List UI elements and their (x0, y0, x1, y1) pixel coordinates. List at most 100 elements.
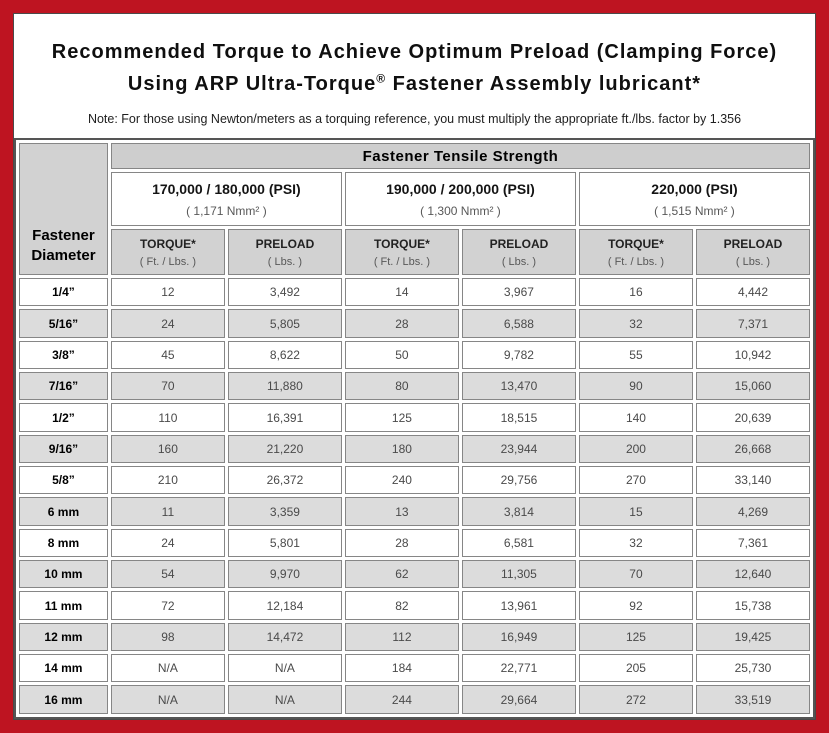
fastener-diameter-cell: 14 mm (19, 654, 108, 683)
fastener-diameter-cell: 8 mm (19, 528, 108, 558)
preload-cell: 3,359 (227, 497, 342, 526)
fastener-diameter-cell: 5/16” (19, 309, 108, 338)
table-row: 6 mm 11 3,359 13 3,814 15 4,269 (19, 497, 810, 526)
preload-cell: 26,668 (695, 434, 810, 464)
registered-trademark-symbol: ® (376, 71, 387, 86)
preload-cell: 23,944 (461, 434, 576, 464)
preload-cell: 4,269 (695, 497, 810, 526)
tensile-strength-header-row: Fastener Diameter Fastener Tensile Stren… (19, 143, 810, 275)
table-row: 1/2” 110 16,391 125 18,515 140 20,639 (19, 403, 810, 432)
psi-value: 190,000 / 200,000 (PSI) (386, 180, 535, 197)
torque-cell: 244 (344, 685, 459, 714)
torque-cell: 80 (344, 372, 459, 401)
fastener-diameter-cell: 7/16” (19, 372, 108, 401)
fastener-diameter-cell: 1/2” (19, 403, 108, 432)
torque-cell: 125 (578, 622, 693, 652)
table-row: 5/16” 24 5,805 28 6,588 32 7,371 (19, 309, 810, 338)
preload-cell: 11,880 (227, 372, 342, 401)
preload-cell: 22,771 (461, 654, 576, 683)
title-line1: Recommended Torque to Achieve Optimum Pr… (51, 41, 778, 63)
preload-cell: 16,949 (461, 622, 576, 652)
preload-column-header: PRELOAD ( Lbs. ) (227, 229, 342, 275)
preload-column-header: PRELOAD ( Lbs. ) (461, 229, 576, 275)
fastener-diameter-cell: 16 mm (19, 685, 108, 714)
fastener-diameter-cell: 5/8” (19, 466, 108, 495)
fastener-diameter-cell: 10 mm (19, 560, 108, 589)
torque-cell: 54 (110, 560, 225, 589)
table-row: 7/16” 70 11,880 80 13,470 90 15,060 (19, 372, 810, 401)
fastener-diameter-cell: 11 mm (19, 591, 108, 620)
torque-cell: 272 (578, 685, 693, 714)
torque-cell: 24 (110, 309, 225, 338)
torque-cell: N/A (110, 654, 225, 683)
torque-cell: 90 (578, 372, 693, 401)
torque-cell: 184 (344, 654, 459, 683)
torque-column-header: TORQUE* ( Ft. / Lbs. ) (110, 229, 225, 275)
torque-cell: 28 (344, 309, 459, 338)
preload-cell: 16,391 (227, 403, 342, 432)
torque-cell: 45 (110, 340, 225, 370)
torque-cell: 32 (578, 309, 693, 338)
preload-cell: 6,581 (461, 528, 576, 558)
fastener-diameter-cell: 3/8” (19, 340, 108, 370)
torque-cell: 205 (578, 654, 693, 683)
torque-cell: 240 (344, 466, 459, 495)
title-line2: Using ARP Ultra-Torque® Fastener Assembl… (127, 71, 702, 95)
psi-group-220: 220,000 (PSI) ( 1,515 Nmm² ) (578, 172, 810, 226)
fastener-diameter-cell: 9/16” (19, 434, 108, 464)
fastener-diameter-header: Fastener Diameter (19, 143, 108, 275)
torque-cell: 92 (578, 591, 693, 620)
preload-cell: 33,140 (695, 466, 810, 495)
table-row: 3/8” 45 8,622 50 9,782 55 10,942 (19, 340, 810, 370)
tensile-strength-header: Fastener Tensile Strength (110, 143, 810, 169)
preload-cell: 13,961 (461, 591, 576, 620)
torque-column-header: TORQUE* ( Ft. / Lbs. ) (344, 229, 459, 275)
preload-cell: 9,970 (227, 560, 342, 589)
preload-cell: 19,425 (695, 622, 810, 652)
torque-cell: 125 (344, 403, 459, 432)
preload-cell: N/A (227, 685, 342, 714)
psi-group-header-row: 170,000 / 180,000 (PSI) ( 1,171 Nmm² ) 1… (19, 172, 810, 226)
nmm-value: ( 1,515 Nmm² ) (654, 203, 735, 218)
preload-cell: 5,805 (227, 309, 342, 338)
table-row: 11 mm 72 12,184 82 13,961 92 15,738 (19, 591, 810, 620)
torque-table: Fastener Diameter Fastener Tensile Stren… (14, 138, 815, 719)
fastener-diameter-cell: 6 mm (19, 497, 108, 526)
preload-cell: 15,060 (695, 372, 810, 401)
page-title: Recommended Torque to Achieve Optimum Pr… (22, 36, 807, 100)
fastener-diameter-cell: 1/4” (19, 278, 108, 307)
preload-cell: 7,361 (695, 528, 810, 558)
fastener-diameter-cell: 12 mm (19, 622, 108, 652)
torque-cell: 15 (578, 497, 693, 526)
preload-cell: 12,640 (695, 560, 810, 589)
preload-cell: 18,515 (461, 403, 576, 432)
torque-cell: 160 (110, 434, 225, 464)
preload-cell: 11,305 (461, 560, 576, 589)
torque-cell: N/A (110, 685, 225, 714)
preload-cell: 3,492 (227, 278, 342, 307)
table-row: 12 mm 98 14,472 112 16,949 125 19,425 (19, 622, 810, 652)
psi-value: 220,000 (PSI) (651, 180, 738, 197)
table-row: 5/8” 210 26,372 240 29,756 270 33,140 (19, 466, 810, 495)
preload-cell: 4,442 (695, 278, 810, 307)
preload-column-header: PRELOAD ( Lbs. ) (695, 229, 810, 275)
preload-cell: 8,622 (227, 340, 342, 370)
preload-cell: 3,967 (461, 278, 576, 307)
preload-cell: 15,738 (695, 591, 810, 620)
torque-cell: 13 (344, 497, 459, 526)
column-header-row: TORQUE* ( Ft. / Lbs. ) PRELOAD ( Lbs. ) … (19, 229, 810, 275)
psi-group-170-180: 170,000 / 180,000 (PSI) ( 1,171 Nmm² ) (110, 172, 342, 226)
preload-cell: N/A (227, 654, 342, 683)
torque-cell: 14 (344, 278, 459, 307)
torque-cell: 112 (344, 622, 459, 652)
preload-cell: 26,372 (227, 466, 342, 495)
torque-cell: 70 (578, 560, 693, 589)
torque-cell: 270 (578, 466, 693, 495)
preload-cell: 20,639 (695, 403, 810, 432)
preload-cell: 9,782 (461, 340, 576, 370)
table-row: 9/16” 160 21,220 180 23,944 200 26,668 (19, 434, 810, 464)
torque-cell: 210 (110, 466, 225, 495)
table-row: 16 mm N/A N/A 244 29,664 272 33,519 (19, 685, 810, 714)
torque-cell: 82 (344, 591, 459, 620)
preload-cell: 12,184 (227, 591, 342, 620)
